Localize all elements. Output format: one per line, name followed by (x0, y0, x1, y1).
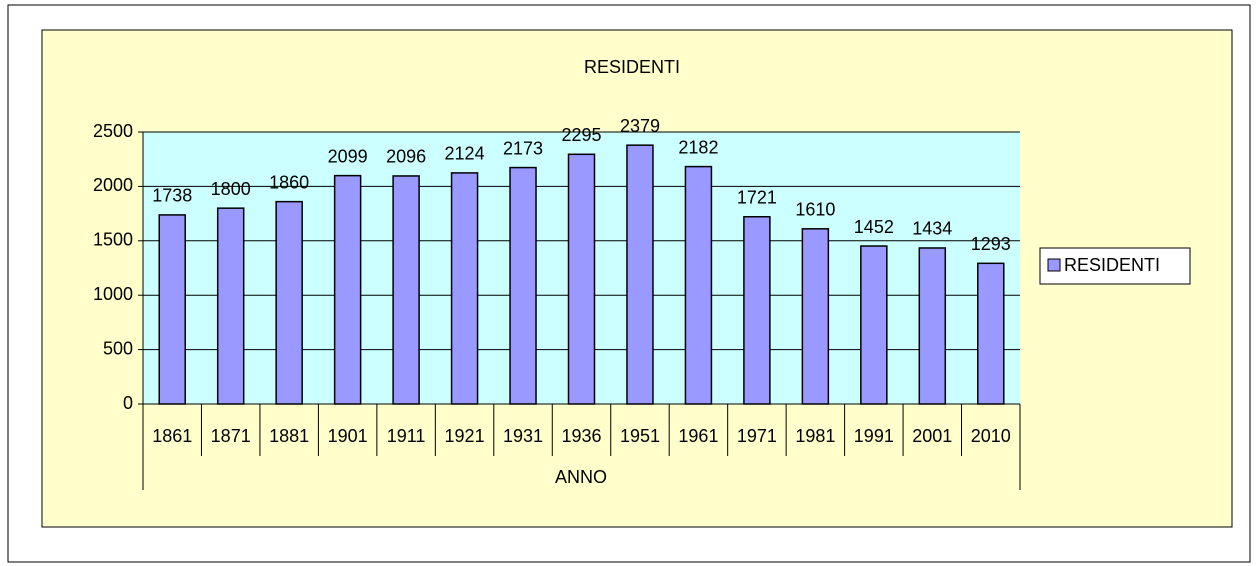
x-tick-label: 1971 (737, 426, 777, 446)
y-tick-label: 0 (123, 393, 133, 413)
x-tick-label: 1961 (678, 426, 718, 446)
chart-title: RESIDENTI (584, 57, 680, 77)
data-label: 2099 (328, 146, 368, 166)
data-label: 1452 (854, 217, 894, 237)
x-tick-label: 1881 (269, 426, 309, 446)
x-tick-label: 1936 (561, 426, 601, 446)
x-tick-label: 1901 (328, 426, 368, 446)
data-label: 2124 (445, 144, 485, 164)
legend-swatch (1047, 258, 1061, 272)
x-tick-label: 2010 (971, 426, 1011, 446)
x-tick-label: 1861 (152, 426, 192, 446)
bar (450, 172, 479, 405)
data-label: 1738 (152, 186, 192, 206)
data-label: 1860 (269, 172, 309, 192)
x-tick-label: 1921 (445, 426, 485, 446)
x-axis-label: ANNO (555, 467, 607, 487)
data-label: 2295 (561, 125, 601, 145)
y-tick-label: 1500 (93, 230, 133, 250)
data-label: 1293 (971, 234, 1011, 254)
bar (977, 262, 1005, 405)
legend-box (1039, 247, 1191, 285)
data-label: 2182 (678, 137, 718, 157)
bar (918, 247, 947, 405)
bar (626, 144, 654, 405)
data-label: 1434 (912, 219, 952, 239)
x-tick-label: 1911 (387, 426, 426, 446)
data-label: 2096 (386, 147, 426, 167)
bar (158, 214, 186, 405)
bar (216, 207, 245, 405)
x-tick-label: 2001 (912, 426, 952, 446)
bar (275, 200, 303, 405)
bar (860, 245, 888, 405)
bar (392, 175, 420, 405)
data-label: 1800 (211, 179, 251, 199)
bar (684, 165, 713, 405)
x-tick-label: 1871 (211, 426, 251, 446)
x-tick-label: 1951 (620, 426, 660, 446)
data-label: 2173 (503, 138, 543, 158)
y-tick-label: 2500 (93, 121, 133, 141)
bar (743, 216, 771, 405)
y-tick-label: 1000 (93, 284, 133, 304)
legend-label: RESIDENTI (1064, 255, 1160, 275)
bar (333, 174, 362, 405)
bar (567, 153, 596, 405)
y-tick-label: 2000 (93, 175, 133, 195)
x-tick-label: 1931 (503, 426, 543, 446)
x-tick-label: 1981 (795, 426, 835, 446)
data-label: 1721 (737, 188, 777, 208)
data-label: 2379 (620, 116, 660, 136)
x-tick-label: 1991 (854, 426, 894, 446)
bar (801, 228, 830, 405)
bar (509, 166, 537, 405)
y-tick-label: 500 (103, 338, 133, 358)
data-label: 1610 (795, 200, 835, 220)
